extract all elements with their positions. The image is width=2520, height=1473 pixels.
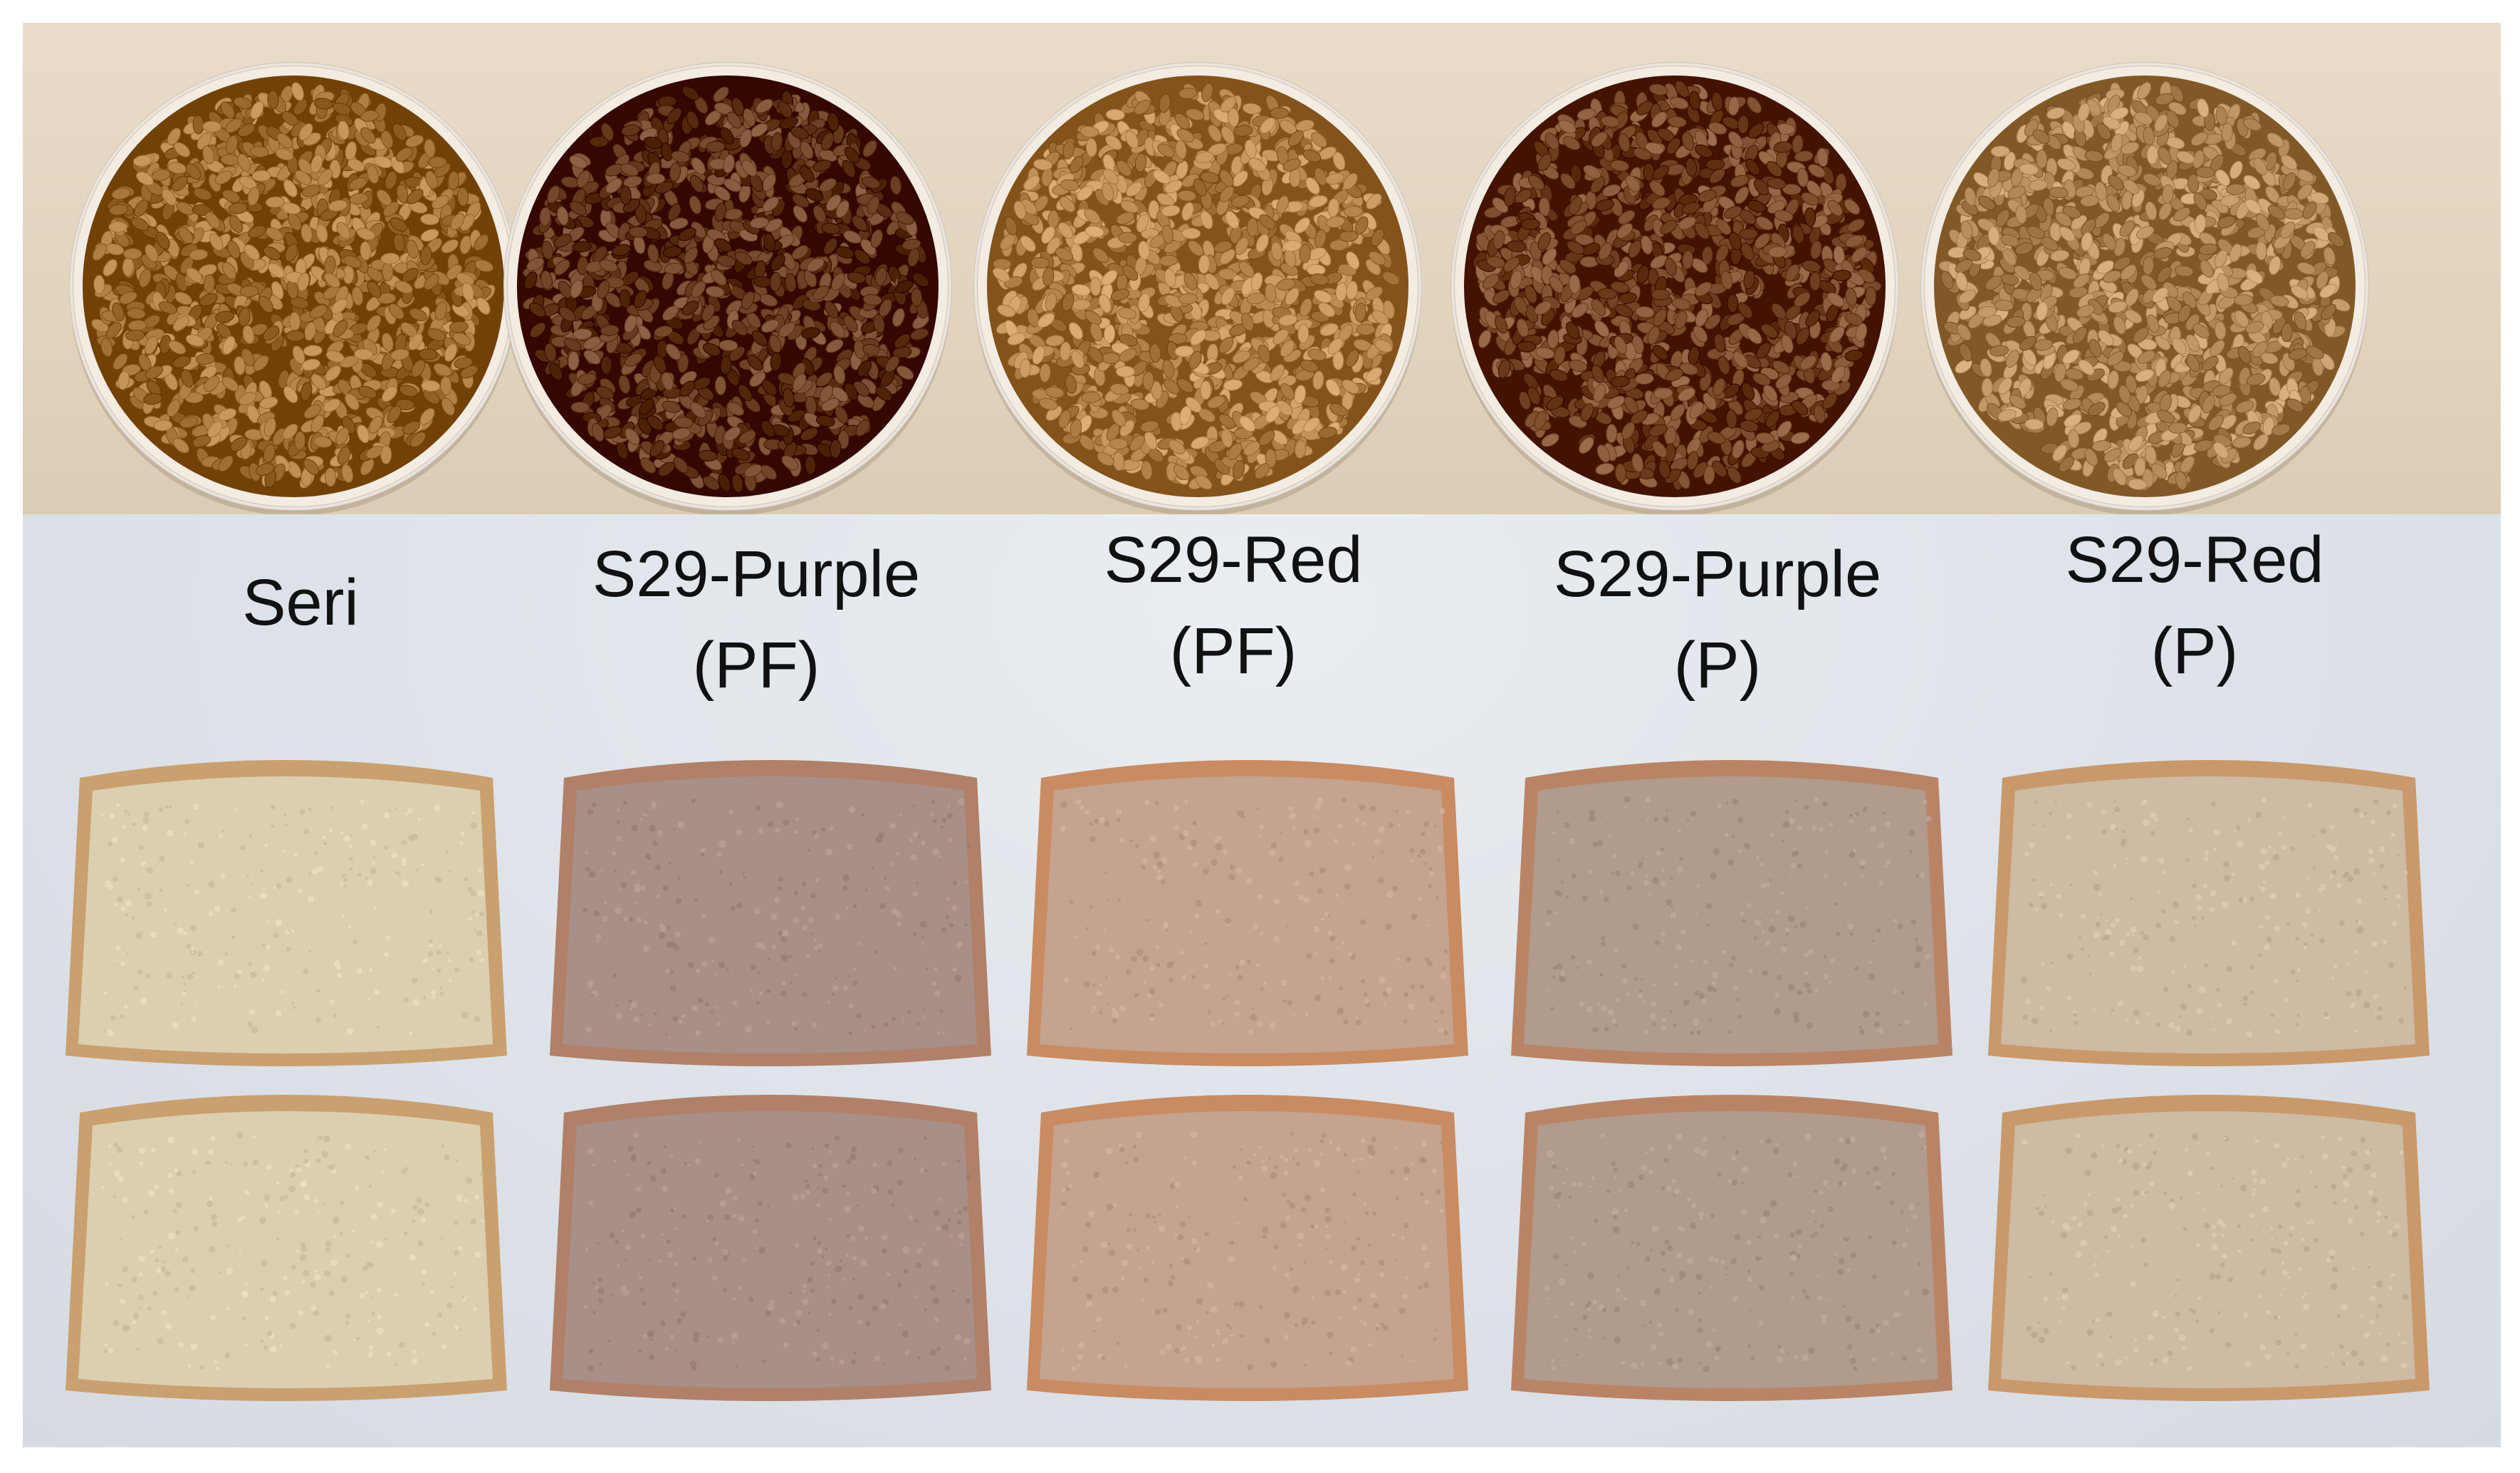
petri-dish-s29-purple-pf [500, 58, 956, 514]
sample-process: (PF) [1169, 615, 1297, 687]
sample-name: S29-Red [2065, 524, 2324, 596]
bread-slices-s29-red-pf [1013, 756, 1483, 1426]
sample-label-s29-purple-pf: S29-Purple (PF) [543, 529, 970, 711]
bread-slices-graphic [1027, 760, 1468, 1401]
sample-label-s29-red-p: S29-Red (P) [1981, 514, 2408, 697]
bread-slices-graphic [1511, 760, 1952, 1401]
petri-dish-s29-purple-p [1447, 58, 1903, 514]
sample-process: (P) [2150, 615, 2239, 687]
sample-label-s29-red-pf: S29-Red (PF) [1020, 514, 1447, 697]
petri-dish-graphic [1920, 62, 2369, 514]
bread-slices-s29-purple-pf [535, 756, 1005, 1426]
sample-process: (PF) [692, 629, 820, 702]
grain-photo-panel [23, 23, 2501, 514]
bread-slices-graphic [550, 760, 991, 1401]
bread-photo-panel: Seri S29-Purple (PF) S29-Red (PF) S29-Pu… [23, 514, 2501, 1447]
bread-slices-graphic [66, 760, 507, 1401]
petri-dish-seri [66, 58, 521, 514]
bread-slices-s29-red-p [1974, 756, 2444, 1426]
figure: Seri S29-Purple (PF) S29-Red (PF) S29-Pu… [23, 23, 2501, 1447]
sample-name: S29-Purple [1553, 538, 1882, 610]
bread-slices-s29-purple-p [1497, 756, 1967, 1426]
bread-slices-graphic [1988, 760, 2430, 1401]
sample-process: (P) [1673, 629, 1762, 702]
petri-dish-graphic [973, 62, 1422, 514]
sample-name: S29-Red [1104, 524, 1363, 596]
petri-dish-s29-red-pf [970, 58, 1426, 514]
sample-label-s29-purple-p: S29-Purple (P) [1504, 529, 1931, 711]
petri-dish-graphic [1450, 62, 1899, 514]
petri-dish-graphic [69, 62, 518, 514]
sample-name: Seri [242, 566, 359, 639]
petri-dish-s29-red-p [1917, 58, 2373, 514]
sample-name: S29-Purple [592, 538, 921, 610]
petri-dish-graphic [503, 62, 952, 514]
bread-slices-seri [51, 756, 521, 1426]
sample-label-seri: Seri [87, 557, 514, 648]
